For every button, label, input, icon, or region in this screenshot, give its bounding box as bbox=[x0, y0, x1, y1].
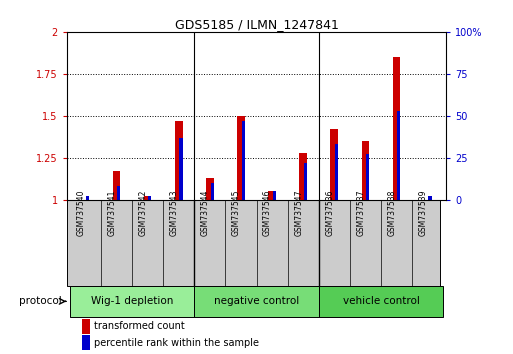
Bar bbox=[237, 116, 245, 200]
Text: GSM737536: GSM737536 bbox=[325, 189, 334, 236]
Text: Wig-1 depletion: Wig-1 depletion bbox=[91, 296, 173, 306]
Text: GSM737544: GSM737544 bbox=[201, 189, 210, 236]
Text: GSM737540: GSM737540 bbox=[76, 189, 85, 236]
Text: GSM737546: GSM737546 bbox=[263, 189, 272, 236]
Bar bbox=[268, 191, 276, 200]
Bar bbox=[362, 141, 369, 200]
Bar bbox=[112, 171, 121, 200]
Bar bbox=[392, 57, 401, 200]
Bar bbox=[242, 121, 245, 200]
Bar bbox=[397, 111, 401, 200]
Bar bbox=[366, 154, 369, 200]
Text: GSM737547: GSM737547 bbox=[294, 189, 303, 236]
Bar bbox=[273, 191, 276, 200]
Bar bbox=[211, 183, 214, 200]
Text: GSM737538: GSM737538 bbox=[387, 189, 397, 236]
Text: GSM737543: GSM737543 bbox=[170, 189, 179, 236]
Bar bbox=[82, 335, 90, 350]
Bar bbox=[299, 153, 307, 200]
Text: protocol: protocol bbox=[19, 296, 62, 306]
Text: transformed count: transformed count bbox=[94, 321, 185, 331]
Bar bbox=[82, 319, 90, 334]
Bar bbox=[175, 121, 183, 200]
Bar bbox=[86, 196, 89, 200]
Bar bbox=[117, 186, 121, 200]
Bar bbox=[194, 286, 319, 317]
Text: GSM737545: GSM737545 bbox=[232, 189, 241, 236]
Title: GDS5185 / ILMN_1247841: GDS5185 / ILMN_1247841 bbox=[174, 18, 339, 31]
Bar bbox=[148, 196, 151, 200]
Text: GSM737537: GSM737537 bbox=[357, 189, 365, 236]
Text: vehicle control: vehicle control bbox=[343, 296, 420, 306]
Bar bbox=[304, 162, 307, 200]
Bar bbox=[180, 137, 183, 200]
Text: GSM737542: GSM737542 bbox=[139, 189, 148, 236]
Text: GSM737541: GSM737541 bbox=[108, 189, 116, 236]
Text: GSM737539: GSM737539 bbox=[419, 189, 428, 236]
Text: percentile rank within the sample: percentile rank within the sample bbox=[94, 338, 259, 348]
Bar bbox=[319, 286, 443, 317]
Text: negative control: negative control bbox=[214, 296, 299, 306]
Bar bbox=[335, 144, 338, 200]
Bar bbox=[330, 129, 338, 200]
Bar bbox=[206, 178, 214, 200]
Bar bbox=[144, 196, 151, 200]
Bar bbox=[70, 286, 194, 317]
Bar bbox=[428, 196, 431, 200]
